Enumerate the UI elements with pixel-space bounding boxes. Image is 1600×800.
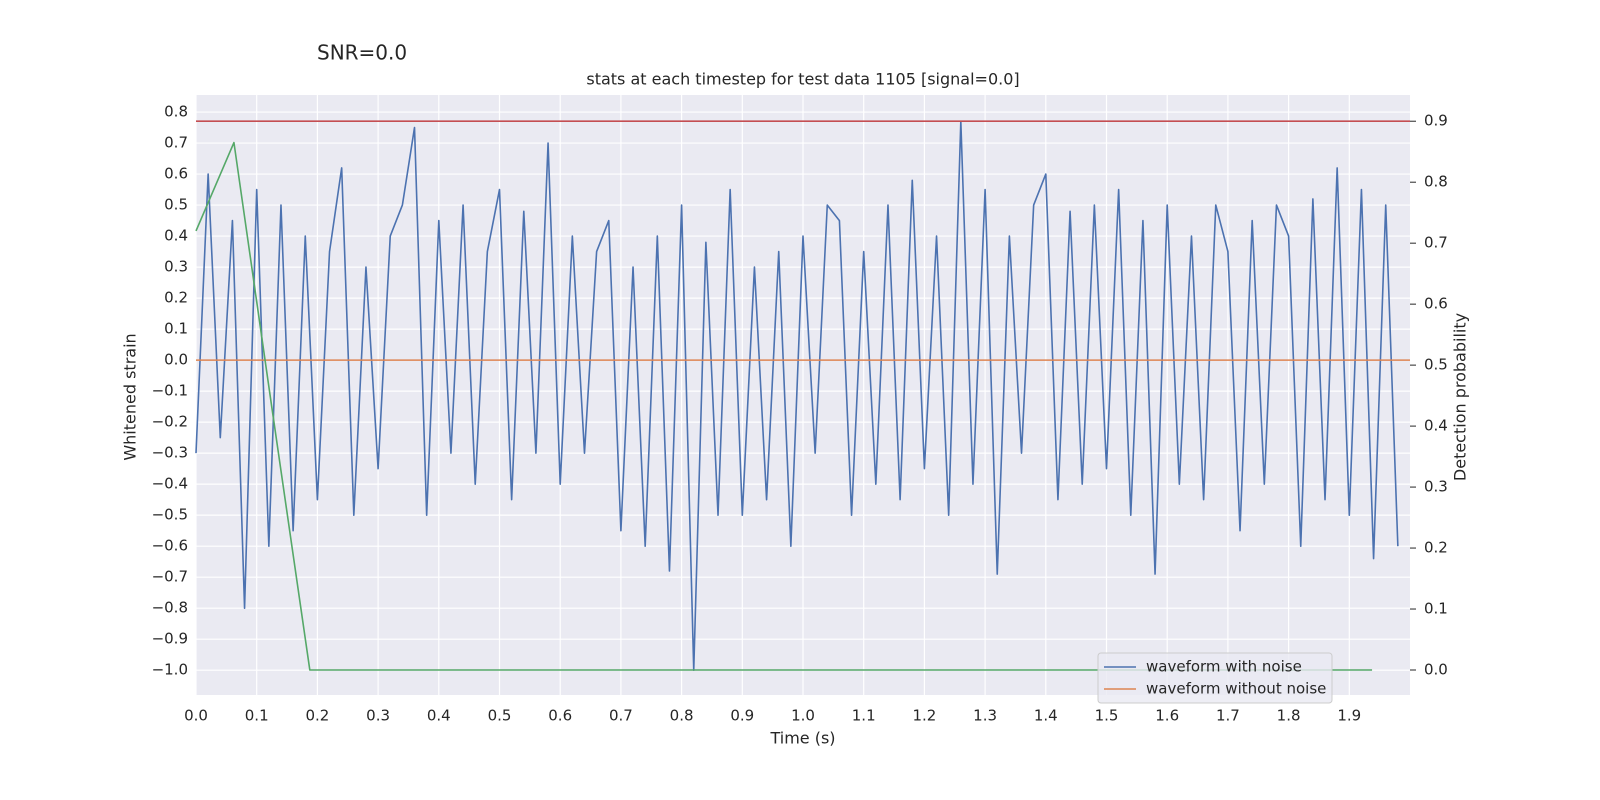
y2-tick-label: 0.9 <box>1424 112 1448 130</box>
y2-axis-label: Detection probability <box>1451 313 1470 481</box>
y-tick-label: 0.3 <box>164 258 188 276</box>
x-tick-label: 0.0 <box>184 707 208 725</box>
x-tick-label: 1.4 <box>1034 707 1058 725</box>
x-tick-label: 0.6 <box>548 707 572 725</box>
x-tick-label: 0.4 <box>427 707 451 725</box>
y-tick-label: −0.3 <box>152 444 188 462</box>
y-tick-label: 0.8 <box>164 103 188 121</box>
legend-box <box>1097 652 1333 704</box>
y-tick-label: −0.7 <box>152 568 188 586</box>
x-tick-label: 1.2 <box>912 707 936 725</box>
legend-label: waveform with noise <box>1146 658 1302 676</box>
y-tick-label: −0.8 <box>152 599 188 617</box>
series-line <box>195 120 1399 671</box>
legend: waveform with noise waveform without nois… <box>1097 652 1333 704</box>
y-tick-label: −0.2 <box>152 413 188 431</box>
y2-tick-label: 0.0 <box>1424 661 1448 679</box>
y-tick-label: 0.5 <box>164 196 188 214</box>
y-tick-label: −0.4 <box>152 475 188 493</box>
x-tick-label: 0.9 <box>730 707 754 725</box>
y-tick-label: 0.2 <box>164 289 188 307</box>
y2-tick-label: 0.4 <box>1424 417 1448 435</box>
x-axis-label: Time (s) <box>769 729 835 748</box>
y-tick-label: 0.6 <box>164 165 188 183</box>
y2-tick-label: 0.3 <box>1424 478 1448 496</box>
y-tick-label: −0.5 <box>152 506 188 524</box>
y-tick-label: −0.1 <box>152 382 188 400</box>
y2-tick-label: 0.2 <box>1424 539 1448 557</box>
suptitle: SNR=0.0 <box>317 41 407 65</box>
x-tick-label: 1.5 <box>1095 707 1119 725</box>
x-tick-label: 0.5 <box>488 707 512 725</box>
y-tick-label: 0.7 <box>164 134 188 152</box>
y2-tick-label: 0.8 <box>1424 173 1448 191</box>
y2-tick-label: 0.6 <box>1424 295 1448 313</box>
x-tick-label: 0.3 <box>366 707 390 725</box>
x-tick-label: 1.7 <box>1216 707 1240 725</box>
x-tick-label: 0.8 <box>670 707 694 725</box>
y2-tick-label: 0.5 <box>1424 356 1448 374</box>
x-tick-label: 1.0 <box>791 707 815 725</box>
x-tick-label: 1.9 <box>1337 707 1361 725</box>
y-tick-label: −0.9 <box>152 630 188 648</box>
y2-tick-label: 0.7 <box>1424 234 1448 252</box>
y-tick-label: 0.1 <box>164 320 188 338</box>
x-tick-label: 1.3 <box>973 707 997 725</box>
x-tick-label: 1.8 <box>1277 707 1301 725</box>
x-tick-label: 1.1 <box>852 707 876 725</box>
chart-title: stats at each timestep for test data 110… <box>586 70 1019 89</box>
y-tick-label: 0.4 <box>164 227 188 245</box>
y-tick-label: 0.0 <box>164 351 188 369</box>
y2-tick-label: 0.1 <box>1424 600 1448 618</box>
x-tick-label: 0.2 <box>305 707 329 725</box>
grid <box>195 95 1410 695</box>
x-tick-label: 0.1 <box>245 707 269 725</box>
y-tick-label: −0.6 <box>152 537 188 555</box>
x-tick-label: 0.7 <box>609 707 633 725</box>
y-tick-label: −1.0 <box>152 661 188 679</box>
legend-label: waveform without noise <box>1146 680 1326 698</box>
x-tick-label: 1.6 <box>1155 707 1179 725</box>
y-axis-label: Whitened strain <box>121 333 140 460</box>
